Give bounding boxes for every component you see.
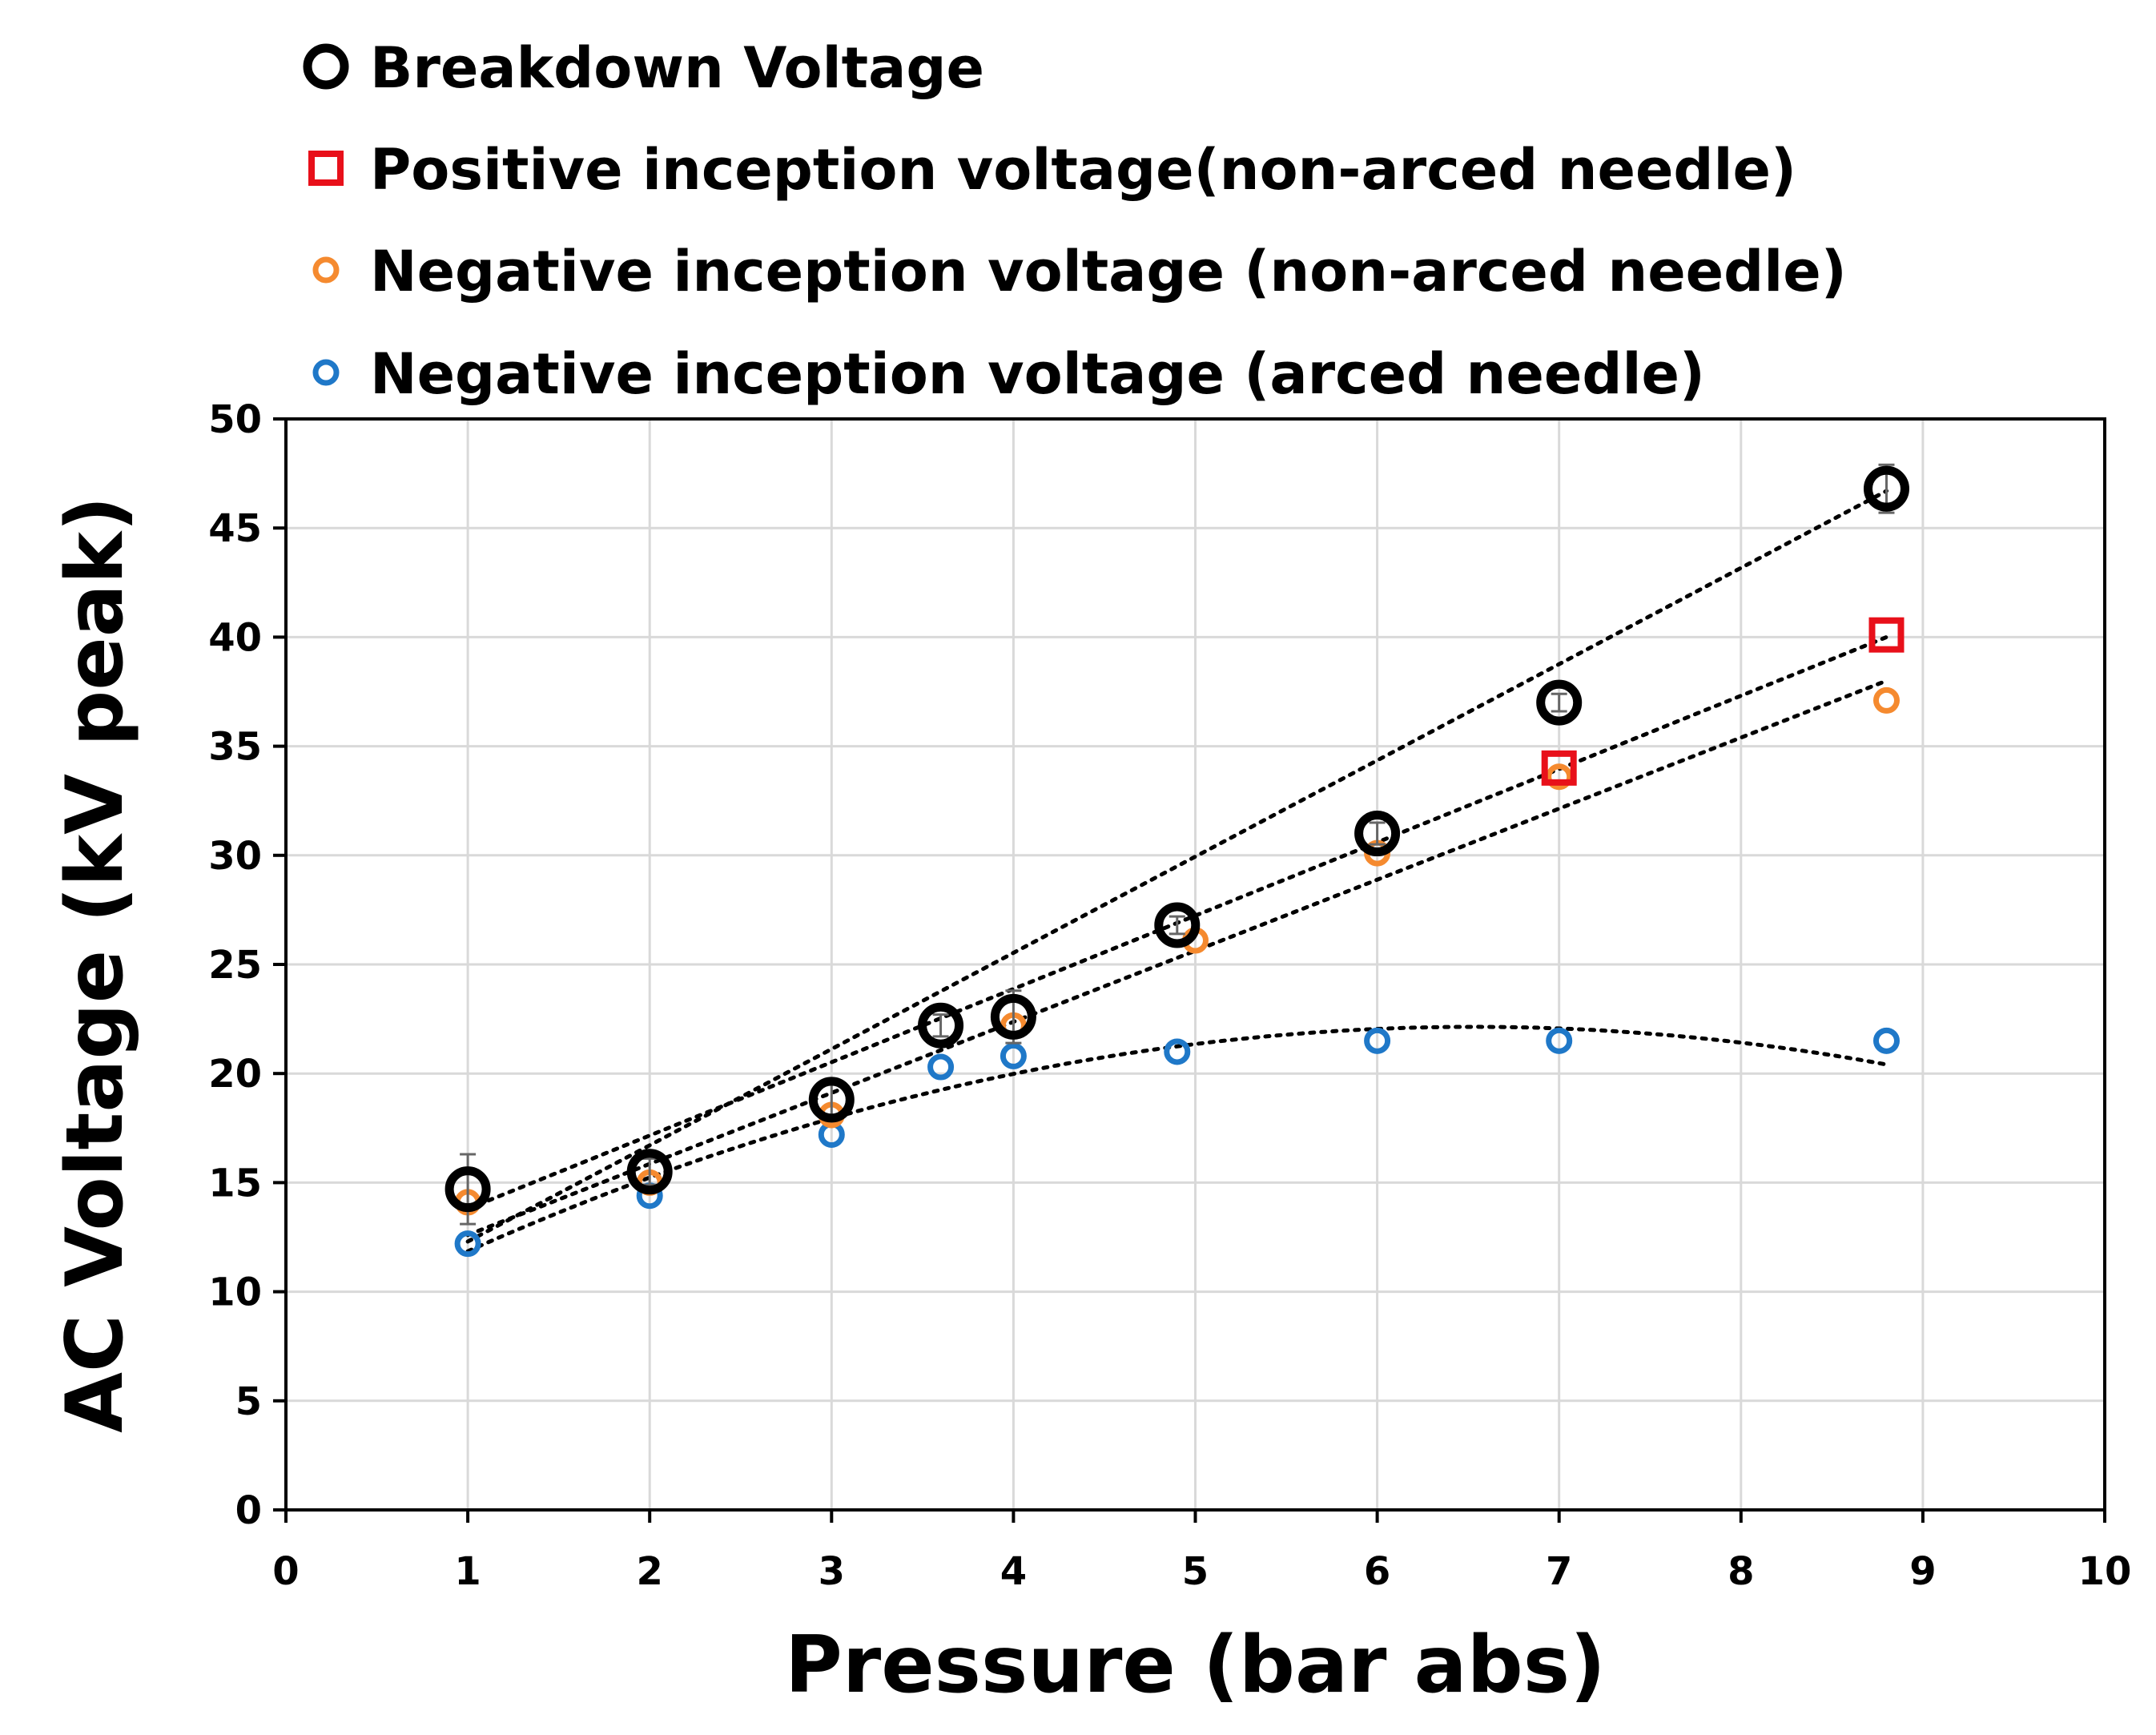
- y-tick-label: 30: [208, 834, 262, 879]
- grid: [286, 419, 2105, 1510]
- y-tick-label: 10: [208, 1270, 262, 1315]
- legend-marker-0: [303, 43, 349, 90]
- legend-label-3: Negative inception voltage (arced needle…: [370, 341, 1705, 407]
- trendline-2: [465, 678, 1889, 1238]
- data-point-series-3: [1000, 1042, 1027, 1069]
- data-point-series-3: [927, 1053, 955, 1081]
- trendline-3: [465, 1024, 1889, 1254]
- x-tick-label: 6: [1364, 1549, 1390, 1594]
- data-point-series-0: [808, 1077, 855, 1123]
- y-tick-label: 40: [208, 615, 262, 660]
- legend-marker-2: [312, 256, 340, 284]
- data-point-series-3: [1872, 1027, 1900, 1054]
- x-tick-label: 4: [1000, 1549, 1027, 1594]
- data-point-series-2: [1872, 686, 1900, 714]
- x-tick-label: 9: [1909, 1549, 1936, 1594]
- x-tick-label: 1: [454, 1549, 481, 1594]
- legend-label-1: Positive inception voltage(non-arced nee…: [370, 137, 1796, 203]
- y-tick-label: 0: [235, 1488, 262, 1533]
- legend: Breakdown Voltage Positive inception volt…: [303, 35, 1847, 407]
- data-point-series-1: [1541, 750, 1577, 786]
- y-tick-label: 25: [208, 943, 262, 988]
- y-tick-label: 50: [208, 397, 262, 442]
- x-tick-label: 2: [636, 1549, 662, 1594]
- y-tick-label: 20: [208, 1052, 262, 1097]
- y-tick-label: 35: [208, 725, 262, 770]
- data-point-series-2: [1546, 763, 1573, 791]
- data-point-series-0: [1154, 902, 1201, 948]
- x-tick-label: 3: [819, 1549, 845, 1594]
- data-point-series-3: [454, 1230, 481, 1258]
- y-tick-label: 45: [208, 506, 262, 551]
- y-tick-label: 15: [208, 1161, 262, 1206]
- x-tick-label: 8: [1728, 1549, 1754, 1594]
- y-axis-title: AC Voltage (kV peak): [50, 496, 141, 1433]
- legend-marker-3: [312, 359, 340, 386]
- data-points: [444, 463, 1909, 1258]
- data-point-series-0: [1863, 465, 1909, 512]
- legend-label-2: Negative inception voltage (non-arced ne…: [370, 239, 1847, 304]
- data-point-series-0: [1536, 679, 1583, 726]
- x-tick-label: 10: [2078, 1549, 2132, 1594]
- data-point-series-0: [918, 1002, 964, 1049]
- data-point-series-0: [1354, 811, 1401, 857]
- legend-marker-1: [308, 151, 344, 186]
- y-tick-label: 5: [235, 1379, 262, 1424]
- data-point-series-0: [444, 1166, 491, 1213]
- data-point-series-1: [1868, 617, 1905, 653]
- data-point-series-0: [626, 1149, 673, 1195]
- x-tick-label: 0: [272, 1549, 299, 1594]
- data-point-series-0: [990, 993, 1036, 1040]
- x-tick-label: 7: [1546, 1549, 1572, 1594]
- legend-label-0: Breakdown Voltage: [370, 35, 984, 101]
- x-axis-title: Pressure (bar abs): [785, 1620, 1606, 1711]
- data-point-series-3: [1364, 1027, 1391, 1054]
- data-point-series-3: [1164, 1038, 1191, 1065]
- data-point-series-3: [1546, 1027, 1573, 1054]
- trendline-0: [465, 489, 1889, 1244]
- x-tick-label: 5: [1182, 1549, 1209, 1594]
